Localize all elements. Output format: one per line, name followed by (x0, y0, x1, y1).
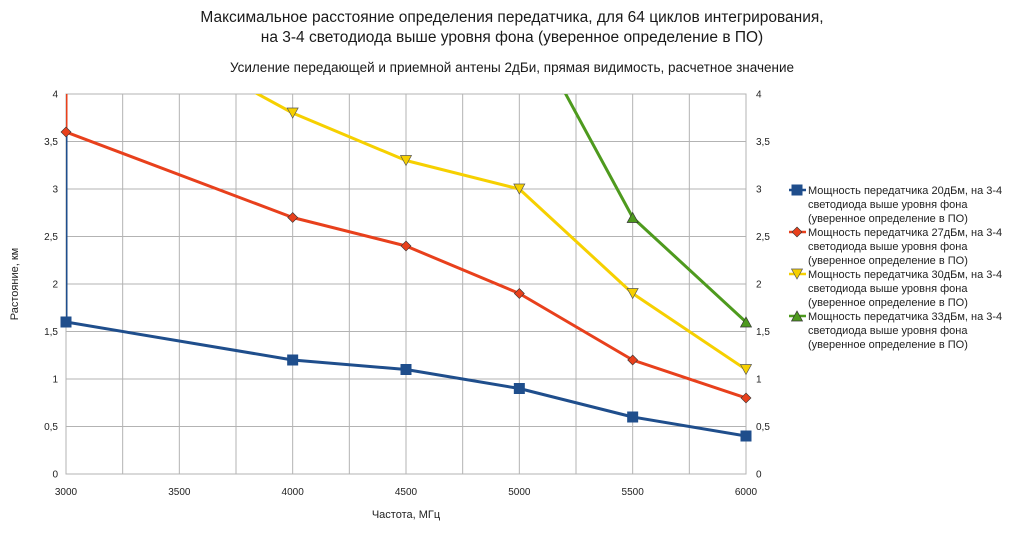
chart-title-line-1: Максимальное расстояние определения пере… (200, 9, 823, 26)
legend-label-line: светодиода выше уровня фона (808, 199, 968, 211)
legend-label-line: (уверенное определение в ПО) (808, 297, 968, 309)
data-point (400, 240, 412, 252)
grid (65, 93, 747, 475)
x-tick-label: 5500 (622, 487, 645, 498)
data-point (399, 155, 413, 167)
y-tick-label-right: 3 (756, 185, 762, 196)
y-tick-label-right: 4 (756, 90, 762, 101)
y-tick-label-left: 4 (52, 90, 58, 101)
y-tick-label-right: 0 (756, 470, 762, 481)
series-line (254, 94, 746, 371)
data-point (513, 383, 525, 394)
legend-label-line: Мощность передатчика 30дБм, на 3-4 (808, 269, 1002, 281)
y-tick-label-right: 1 (756, 375, 762, 386)
x-axis-title: Частота, МГц (372, 509, 441, 521)
y-tick-label-left: 3 (52, 185, 58, 196)
data-point (513, 288, 525, 299)
data-point (740, 430, 752, 442)
chart-titles: Максимальное расстояние определения пере… (200, 9, 823, 75)
legend-item-3: Мощность передатчика 30дБм, на 3-4 светод… (789, 268, 1002, 309)
data-point (287, 354, 299, 366)
axis-ticks: 3000 3500 4000 4500 5000 5500 6000 0 0 0,5 0,5 1 1 1,… (44, 90, 770, 499)
legend-label-line: (уверенное определение в ПО) (808, 255, 968, 267)
chart-subtitle: Усиление передающей и приемной антены 2д… (230, 60, 794, 75)
y-tick-label-left: 0 (52, 470, 58, 481)
legend-label-line: (уверенное определение в ПО) (808, 213, 968, 225)
legend-label-line: (уверенное определение в ПО) (808, 339, 968, 351)
legend-swatch-marker (790, 310, 804, 322)
chart-title-line-2: на 3-4 светодиода выше уровня фона (увер… (261, 29, 763, 46)
data-point (400, 364, 412, 375)
series-3 (254, 94, 753, 376)
x-tick-label: 5000 (508, 487, 531, 498)
legend-label-line: Мощность передатчика 33дБм, на 3-4 (808, 311, 1002, 323)
data-point (740, 392, 752, 404)
y-tick-label-left: 2,5 (44, 232, 58, 243)
data-point (626, 288, 639, 300)
legend-label-line: светодиода выше уровня фона (808, 283, 968, 295)
x-tick-label: 4500 (395, 487, 418, 498)
legend-label-line: светодиода выше уровня фона (808, 325, 968, 337)
legend-item-4: Мощность передатчика 33дБм, на 3-4 светод… (789, 310, 1002, 351)
x-tick-label: 6000 (735, 487, 758, 498)
data-point (627, 354, 639, 366)
y-tick-label-left: 2 (52, 280, 58, 291)
legend-label-line: светодиода выше уровня фона (808, 241, 968, 253)
legend-item-2: Мощность передатчика 27дБм, на 3-4 светод… (789, 226, 1002, 267)
x-tick-label: 4000 (282, 487, 305, 498)
y-tick-label-left: 1 (52, 375, 58, 386)
y-axis-title: Растояние, км (9, 248, 21, 320)
x-tick-label: 3500 (168, 487, 191, 498)
y-tick-label-right: 3,5 (756, 137, 770, 148)
data-point (60, 316, 72, 328)
series-4 (563, 94, 753, 328)
data-point (287, 212, 299, 223)
data-point (627, 411, 639, 423)
legend-swatch-marker (790, 268, 804, 280)
data-point (286, 107, 299, 119)
series-1 (60, 94, 752, 442)
series-layer (60, 94, 753, 442)
legend-label-line: Мощность передатчика 27дБм, на 3-4 (808, 227, 1002, 239)
y-tick-label-right: 0,5 (756, 422, 770, 433)
legend-swatch-marker (791, 184, 803, 196)
x-tick-label: 3000 (55, 487, 78, 498)
legend: Мощность передатчика 20дБм, на 3-4 светод… (789, 184, 1002, 351)
legend-swatch-marker (791, 226, 803, 238)
data-point (739, 364, 753, 376)
data-point (739, 316, 753, 328)
y-tick-label-left: 3,5 (44, 137, 58, 148)
data-point (626, 211, 639, 223)
y-tick-label-left: 0,5 (44, 422, 58, 433)
y-tick-label-right: 1,5 (756, 327, 770, 338)
series-2 (60, 94, 752, 404)
y-tick-label-left: 1,5 (44, 327, 58, 338)
data-point (60, 126, 72, 138)
data-point (513, 183, 526, 195)
y-tick-label-right: 2 (756, 280, 762, 291)
y-tick-label-right: 2,5 (756, 232, 770, 243)
legend-item-1: Мощность передатчика 20дБм, на 3-4 светод… (789, 184, 1002, 225)
legend-label-line: Мощность передатчика 20дБм, на 3-4 (808, 185, 1002, 197)
